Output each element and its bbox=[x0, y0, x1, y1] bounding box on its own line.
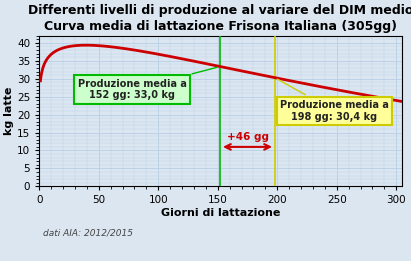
Y-axis label: kg latte: kg latte bbox=[4, 87, 14, 135]
X-axis label: Giorni di lattazione: Giorni di lattazione bbox=[161, 208, 280, 218]
Text: +46 gg: +46 gg bbox=[226, 132, 268, 142]
Text: dati AIA: 2012/2015: dati AIA: 2012/2015 bbox=[43, 229, 133, 238]
Title: Differenti livelli di produzione al variare del DIM medio
Curva media di lattazi: Differenti livelli di produzione al vari… bbox=[28, 4, 411, 33]
Text: Produzione media a
198 gg: 30,4 kg: Produzione media a 198 gg: 30,4 kg bbox=[277, 79, 389, 122]
Text: Produzione media a
152 gg: 33,0 kg: Produzione media a 152 gg: 33,0 kg bbox=[78, 67, 217, 100]
